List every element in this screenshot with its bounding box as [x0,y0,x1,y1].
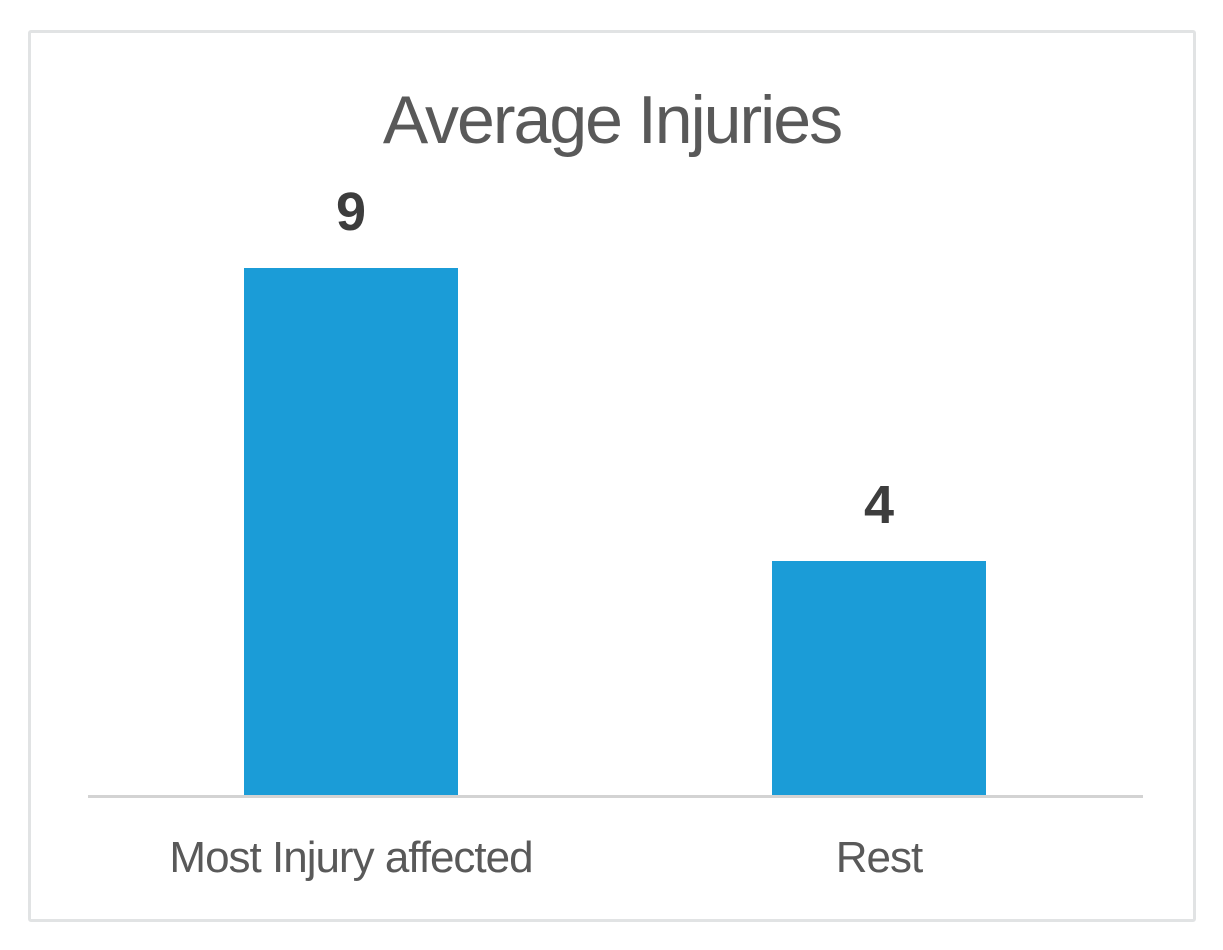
x-axis-line [88,795,1143,798]
category-label-2: Rest [835,833,923,882]
bar-1 [244,268,458,795]
plot-area: 9 Most Injury affected 4 Rest [31,33,1193,919]
chart-frame: Average Injuries 9 Most Injury affected 4 R… [28,30,1196,922]
data-label-2: 4 [863,475,895,535]
chart-title: Average Injuries [382,82,843,158]
data-label-1: 9 [335,182,367,242]
category-label-1: Most Injury affected [169,833,533,882]
bar-2 [772,561,986,795]
